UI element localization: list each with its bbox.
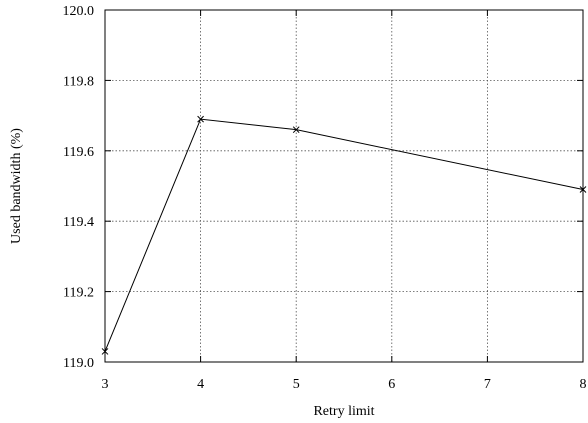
y-tick-label: 119.6 bbox=[63, 145, 94, 160]
data-point bbox=[197, 115, 204, 123]
data-point-stroke bbox=[197, 115, 204, 123]
y-tick-label: 120.0 bbox=[63, 4, 95, 19]
y-axis-label: Used bandwidth (%) bbox=[9, 128, 24, 244]
x-axis-label: Retry limit bbox=[313, 404, 374, 419]
grid-lines bbox=[105, 10, 583, 362]
x-tick-label: 6 bbox=[388, 377, 395, 392]
data-point-stroke bbox=[292, 126, 300, 134]
y-tick-labels: 119.0 119.2 119.4 119.6 119.8 120.0 bbox=[63, 4, 95, 371]
x-tick-label: 5 bbox=[293, 377, 300, 392]
data-point-stroke bbox=[579, 186, 587, 193]
y-tick-label: 119.2 bbox=[63, 286, 94, 301]
x-tick-labels: 3 4 5 6 7 8 bbox=[102, 377, 587, 392]
data-point-stroke bbox=[101, 348, 109, 355]
y-tick-label: 119.8 bbox=[63, 74, 94, 89]
y-tick-label: 119.4 bbox=[63, 215, 94, 230]
x-tick-label: 4 bbox=[197, 377, 204, 392]
data-point bbox=[101, 348, 109, 355]
x-tick-label: 7 bbox=[484, 377, 491, 392]
series-group bbox=[101, 115, 587, 355]
data-point bbox=[292, 126, 300, 134]
x-tick-label: 8 bbox=[580, 377, 587, 392]
series-line bbox=[104, 118, 584, 352]
data-point bbox=[579, 186, 587, 193]
axis-ticks bbox=[104, 9, 584, 363]
x-tick-label: 3 bbox=[102, 377, 109, 392]
y-tick-label: 119.0 bbox=[63, 356, 94, 371]
plot-frame bbox=[104, 9, 584, 363]
